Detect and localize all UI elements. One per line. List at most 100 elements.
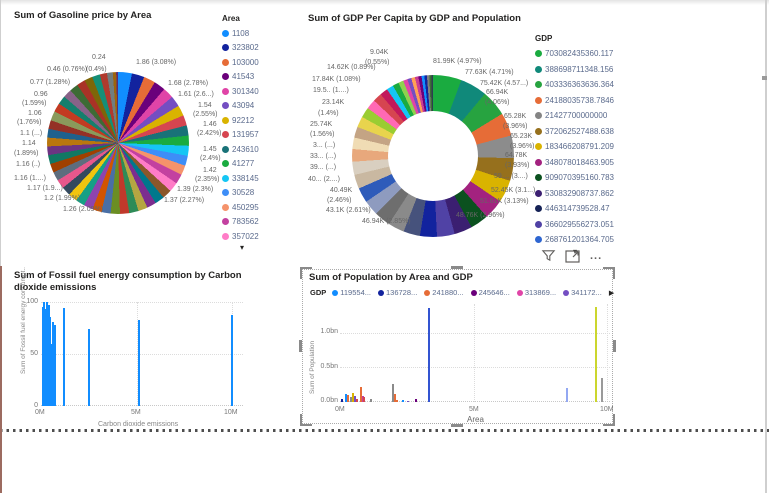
bar[interactable]	[361, 395, 364, 402]
bar[interactable]	[53, 324, 56, 406]
legend-item[interactable]: 243610	[222, 142, 262, 157]
bar[interactable]	[52, 321, 55, 406]
legend-item[interactable]: 21427700000000	[535, 108, 615, 124]
bar[interactable]	[231, 314, 233, 406]
bar[interactable]	[47, 305, 50, 406]
legend-item[interactable]: 323802	[222, 41, 262, 56]
bar[interactable]	[369, 399, 372, 402]
legend-swatch	[535, 96, 542, 104]
legend-item[interactable]: 301340	[222, 84, 262, 99]
legend-item[interactable]: 119554...	[332, 288, 371, 297]
bar[interactable]	[595, 306, 598, 402]
bar[interactable]	[41, 307, 44, 406]
chevron-down-icon[interactable]: ▾	[239, 242, 244, 252]
bar[interactable]	[407, 400, 410, 402]
legend-item[interactable]: 450295	[222, 200, 262, 215]
bar[interactable]	[46, 302, 48, 406]
legend-item[interactable]: 241880...	[424, 288, 464, 297]
resize-handle-bottom-right[interactable]	[603, 414, 615, 426]
right-scrollbar-track[interactable]	[765, 0, 767, 493]
bar[interactable]	[360, 387, 362, 402]
legend-item[interactable]: 268761201364.705	[535, 232, 615, 248]
visual-gdp-donut[interactable]: Sum of GDP Per Capita by GDP and Populat…	[300, 4, 666, 266]
legend-item[interactable]: 446314739528.47	[535, 201, 615, 217]
bar[interactable]	[341, 398, 344, 402]
resize-handle-bottom[interactable]	[451, 424, 463, 427]
bar[interactable]	[353, 396, 356, 402]
legend-item[interactable]: 403336363636.364	[535, 77, 615, 93]
gasoline-pie[interactable]	[47, 72, 189, 214]
bar[interactable]	[49, 316, 52, 406]
legend-label: 357022	[232, 231, 259, 241]
visual-header-toolbar: ...	[541, 248, 602, 263]
bar[interactable]	[402, 399, 404, 402]
legend-item[interactable]: 43094	[222, 99, 262, 114]
bar[interactable]	[352, 393, 354, 402]
legend-item[interactable]: 338145	[222, 171, 262, 186]
bar[interactable]	[566, 388, 569, 402]
legend-label: 403336363636.364	[545, 80, 614, 90]
legend-item[interactable]: 783562	[222, 215, 262, 230]
legend-item[interactable]: 30528	[222, 186, 262, 201]
legend-item[interactable]: 357022	[222, 229, 262, 244]
legend-item[interactable]: 92212	[222, 113, 262, 128]
legend-item[interactable]: 348078018463.905	[535, 155, 615, 171]
resize-handle-bottom-left[interactable]	[300, 414, 312, 426]
bar[interactable]	[415, 399, 418, 402]
legend-item[interactable]: 530832908737.862	[535, 186, 615, 202]
resize-handle-right[interactable]	[613, 340, 616, 352]
legend-swatch	[222, 44, 229, 52]
legend-item[interactable]: 909070395160.783	[535, 170, 615, 186]
bar[interactable]	[63, 308, 65, 406]
legend-item[interactable]: 136728...	[378, 288, 417, 297]
legend-item[interactable]: 372062527488.638	[535, 124, 615, 140]
legend-swatch	[535, 112, 542, 120]
bar[interactable]	[50, 343, 53, 406]
legend-item[interactable]: 131957	[222, 128, 262, 143]
bar[interactable]	[137, 319, 140, 406]
legend-item[interactable]: 41543	[222, 70, 262, 85]
legend-item[interactable]: 366029556273.051	[535, 217, 615, 233]
bar[interactable]	[396, 399, 399, 402]
bar[interactable]	[44, 309, 47, 406]
bar[interactable]	[347, 395, 350, 402]
legend-label: 241880...	[432, 288, 464, 297]
legend-item[interactable]: 245646...	[470, 288, 510, 297]
legend-item[interactable]: 183466208791.209	[535, 139, 615, 155]
focus-mode-icon[interactable]	[565, 249, 581, 263]
y-tick: 0	[34, 402, 38, 409]
bar[interactable]	[345, 393, 348, 402]
bar[interactable]	[601, 378, 604, 402]
bar[interactable]	[87, 329, 90, 406]
legend-label: 366029556273.051	[545, 219, 614, 229]
legend-item[interactable]: 313869...	[516, 288, 556, 297]
legend-item[interactable]: 24188035738.7846	[535, 93, 615, 109]
right-scrollbar-thumb[interactable]	[762, 76, 767, 80]
visual-population-bar[interactable]: Sum of Population by Area and GDP GDP 11…	[299, 266, 616, 427]
legend-item[interactable]: 388698711348.156	[535, 62, 615, 78]
legend-item[interactable]: 41277	[222, 157, 262, 172]
visual-fossil-bar[interactable]: Sum of Fossil fuel energy consumption by…	[8, 266, 294, 430]
legend-swatch	[222, 102, 229, 110]
legend-item[interactable]: 703082435360.117	[535, 46, 615, 62]
resize-handle-top-right[interactable]	[603, 267, 615, 279]
more-options-icon[interactable]: ...	[590, 249, 603, 262]
filter-icon[interactable]	[541, 248, 556, 263]
visual-gasoline-pie[interactable]: Sum of Gasoline price by Area Area 1108 3…	[8, 4, 270, 262]
resize-handle-top-left[interactable]	[300, 267, 312, 279]
bar[interactable]	[363, 397, 365, 402]
bar[interactable]	[42, 302, 45, 406]
chevron-right-icon[interactable]: ▶	[608, 289, 615, 297]
legend-item[interactable]: 1108	[222, 26, 262, 41]
resize-handle-top[interactable]	[451, 266, 463, 269]
bar[interactable]	[394, 393, 396, 402]
legend-item[interactable]: 103000	[222, 55, 262, 70]
bar[interactable]	[349, 397, 352, 402]
legend-label: 446314739528.47	[545, 204, 610, 214]
bar[interactable]	[356, 398, 358, 402]
bar[interactable]	[391, 383, 394, 402]
bar[interactable]	[428, 307, 431, 402]
resize-handle-left[interactable]	[299, 340, 302, 352]
legend-item[interactable]: 341172...	[563, 288, 602, 297]
gdp-donut[interactable]	[352, 75, 514, 237]
